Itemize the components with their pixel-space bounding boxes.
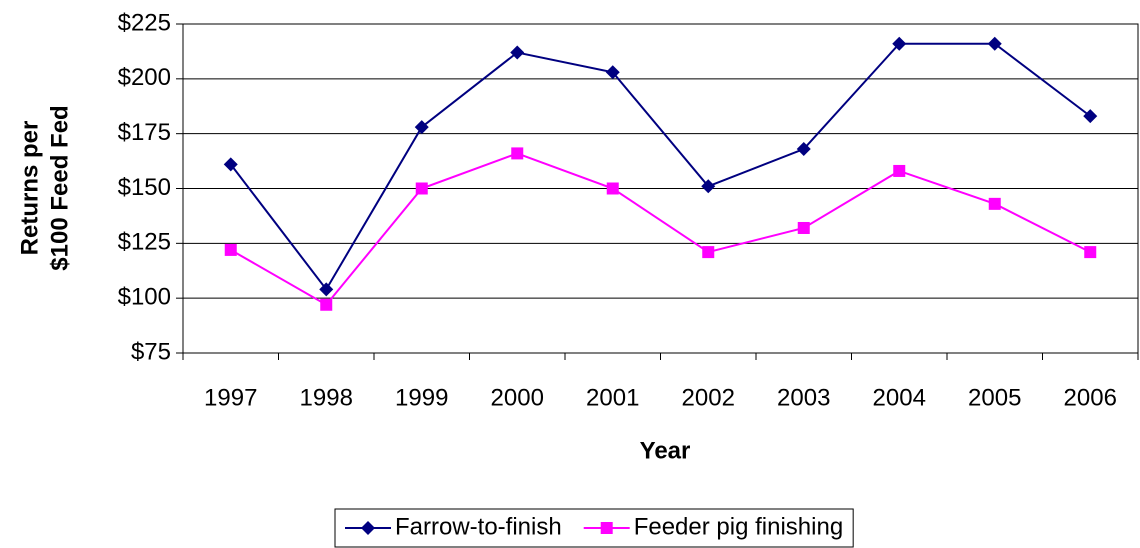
point	[414, 120, 429, 135]
point	[511, 147, 524, 160]
y-tick-label: $75	[131, 338, 171, 365]
y-axis-title: Returns per $100 Feed Fed	[16, 105, 73, 270]
point	[702, 246, 715, 259]
point	[892, 36, 907, 51]
point	[223, 157, 238, 172]
y-axis-title-line: $100 Feed Fed	[46, 105, 73, 270]
point	[701, 179, 716, 194]
x-tick-label: 2005	[968, 384, 1021, 411]
x-tick-label: 2003	[777, 384, 830, 411]
point	[988, 197, 1001, 210]
series-line	[230, 152, 1091, 307]
point	[415, 182, 428, 195]
x-tick-label: 2000	[491, 384, 544, 411]
y-tick-label: $125	[118, 229, 171, 256]
point	[320, 298, 333, 311]
x-tick-label: 2001	[586, 384, 639, 411]
point	[600, 522, 613, 534]
x-tick-label: 2002	[682, 384, 735, 411]
legend-label: Farrow-to-finish	[395, 513, 562, 540]
x-tick-label: 1997	[204, 384, 257, 411]
y-tick-label: $100	[118, 284, 171, 311]
legend-label: Feeder pig finishing	[634, 513, 843, 540]
x-tick-label: 2004	[873, 384, 926, 411]
point	[606, 182, 619, 195]
y-axis-title-line: Returns per	[16, 121, 43, 256]
point	[987, 36, 1002, 51]
x-axis-title: Year	[640, 437, 691, 464]
series-line	[229, 42, 1091, 292]
point	[319, 282, 334, 297]
point	[796, 142, 811, 157]
x-tick-label: 1998	[300, 384, 353, 411]
legend: Farrow-to-finish Feeder pig finishing	[334, 508, 854, 548]
x-tick-label: 2006	[1064, 384, 1117, 411]
y-tick-label: $175	[118, 119, 171, 146]
point	[510, 45, 525, 60]
point	[361, 521, 375, 535]
y-tick-label: $150	[118, 174, 171, 201]
y-tick-label: $200	[118, 64, 171, 91]
point	[797, 221, 810, 234]
x-tick-label: 1999	[395, 384, 448, 411]
point	[224, 243, 237, 256]
y-tick-label: $225	[118, 9, 171, 36]
point	[1083, 109, 1098, 124]
point	[893, 164, 906, 177]
point	[1084, 246, 1097, 259]
point	[605, 65, 620, 80]
